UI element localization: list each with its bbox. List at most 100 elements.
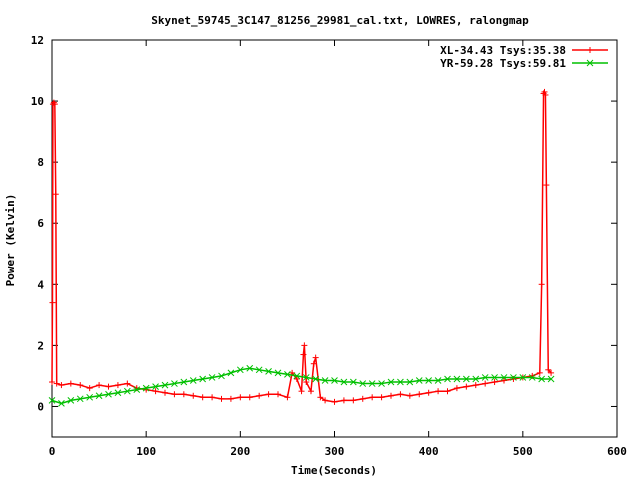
data-point: [359, 380, 367, 387]
data-point: [105, 390, 112, 398]
data-point: [237, 394, 244, 401]
data-point: [53, 380, 60, 387]
x-tick-label: 600: [607, 445, 627, 458]
data-point: [378, 394, 385, 401]
data-point: [349, 378, 357, 386]
data-point: [322, 397, 329, 404]
data-point: [397, 378, 404, 386]
data-point: [368, 380, 376, 387]
x-tick-label: 200: [230, 445, 250, 458]
data-point: [331, 377, 338, 384]
data-point: [218, 372, 225, 380]
data-point: [536, 369, 543, 376]
data-point: [284, 394, 291, 401]
data-point: [67, 380, 74, 387]
chart-title: Skynet_59745_3C147_81256_29981_cal.txt, …: [151, 14, 529, 27]
data-point: [208, 374, 216, 381]
data-point: [312, 375, 320, 383]
data-point: [274, 369, 282, 377]
y-axis-label: Power (Kelvin): [4, 194, 17, 287]
data-point: [142, 384, 150, 392]
y-tick-label: 4: [37, 278, 44, 291]
data-point: [434, 377, 442, 384]
data-point: [58, 382, 65, 389]
x-axis: 0 100 200 300 400 500 600: [49, 40, 627, 458]
data-point: [152, 383, 159, 390]
x-tick-label: 300: [325, 445, 345, 458]
data-point: [161, 381, 169, 389]
data-point: [453, 375, 461, 383]
data-point: [528, 374, 536, 381]
y-tick-label: 10: [31, 95, 44, 108]
data-point: [189, 377, 197, 384]
series-yr: [48, 364, 555, 407]
data-point: [331, 398, 338, 405]
data-point: [256, 392, 263, 399]
data-point: [171, 380, 178, 387]
data-point: [482, 380, 489, 387]
data-point: [425, 377, 433, 384]
data-point: [378, 380, 385, 387]
data-point: [180, 391, 187, 398]
data-point: [541, 88, 548, 95]
data-point: [96, 382, 103, 389]
data-point: [190, 392, 197, 399]
data-point: [114, 389, 122, 397]
series-line: [51, 90, 552, 403]
data-point: [444, 375, 451, 383]
data-point: [472, 375, 480, 383]
series-line: [51, 367, 552, 405]
data-point: [387, 378, 395, 386]
data-point: [86, 393, 94, 401]
data-point: [510, 374, 517, 381]
data-point: [481, 374, 489, 381]
legend-label: YR-59.28 Tsys:59.81: [440, 57, 566, 70]
y-tick-label: 12: [31, 34, 44, 47]
data-point: [500, 374, 508, 381]
data-point: [491, 379, 498, 386]
data-point: [300, 351, 307, 358]
data-point: [58, 400, 65, 407]
data-point: [359, 395, 366, 402]
data-point: [462, 375, 470, 383]
data-point: [538, 375, 546, 383]
data-point: [284, 371, 291, 378]
data-point: [293, 372, 301, 380]
data-point: [545, 366, 552, 373]
data-point: [49, 299, 56, 306]
data-point: [49, 379, 55, 386]
series-layer: [48, 88, 555, 407]
data-point: [310, 360, 317, 367]
data-point: [303, 379, 310, 386]
data-point: [95, 392, 103, 400]
data-point: [388, 392, 394, 399]
x-tick-label: 400: [419, 445, 439, 458]
data-point: [48, 397, 56, 404]
data-point: [406, 392, 413, 399]
y-tick-label: 6: [37, 217, 44, 230]
data-point: [51, 101, 58, 108]
data-point: [265, 367, 272, 375]
data-point: [227, 395, 234, 402]
data-point: [227, 369, 235, 377]
data-point: [547, 375, 555, 383]
data-point: [307, 388, 314, 395]
y-tick-label: 8: [37, 156, 44, 169]
data-point: [542, 91, 549, 98]
data-point: [501, 377, 507, 384]
data-point: [302, 374, 310, 381]
data-point: [435, 388, 442, 395]
series-xl: [49, 88, 555, 405]
data-point: [463, 383, 470, 390]
data-point: [301, 342, 308, 349]
data-point: [114, 382, 121, 389]
data-point: [218, 395, 225, 402]
data-point: [369, 394, 376, 401]
data-point: [67, 397, 75, 404]
legend-marker: [587, 47, 593, 53]
data-point: [124, 380, 131, 387]
x-tick-label: 500: [513, 445, 533, 458]
data-point: [472, 382, 479, 389]
data-point: [453, 385, 460, 392]
